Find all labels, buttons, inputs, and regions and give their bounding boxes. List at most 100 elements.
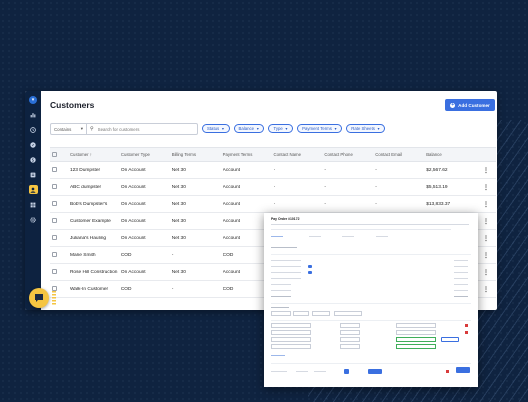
header-balance[interactable]: Balance — [426, 152, 442, 157]
kebab-menu-icon[interactable]: ⋮ — [483, 286, 490, 293]
header-contact-phone[interactable]: Contact Phone — [324, 152, 353, 157]
preview-field — [271, 323, 311, 328]
filter-status[interactable]: Status ▼ — [202, 124, 230, 133]
search-input[interactable] — [97, 126, 188, 132]
grid-icon[interactable] — [29, 200, 38, 209]
invoice-icon[interactable] — [29, 170, 38, 179]
row-checkbox[interactable] — [52, 268, 57, 274]
preview-line — [454, 290, 468, 292]
chat-button[interactable] — [29, 288, 49, 308]
add-customer-button[interactable]: + Add Customer — [445, 99, 495, 111]
cell-customer-type: On Account — [120, 218, 146, 224]
preview-field — [340, 344, 360, 349]
kebab-menu-icon[interactable]: ⋮ — [483, 252, 490, 259]
preview-button — [368, 369, 382, 374]
preview-field — [271, 337, 311, 342]
filter-label: Rate Sheets — [351, 126, 375, 131]
filter-rate-sheets[interactable]: Rate Sheets ▼ — [346, 124, 386, 133]
compass-icon[interactable] — [29, 140, 38, 149]
search-mode-select[interactable]: Contains ▾ — [51, 124, 87, 134]
cell-customer[interactable]: ABC dumpster — [69, 184, 102, 190]
preview-field — [271, 344, 311, 349]
preview-field — [334, 311, 362, 316]
chart-icon[interactable] — [29, 110, 38, 119]
row-checkbox[interactable] — [52, 166, 57, 172]
preview-field-valid — [396, 344, 436, 349]
preview-line — [271, 290, 291, 292]
table-row[interactable]: Bob's Dumpster's On Account Net 30 Account -… — [50, 196, 496, 213]
history-icon[interactable] — [29, 125, 38, 134]
cell-customer[interactable]: Juliana's Hauling — [69, 235, 107, 241]
settings-icon[interactable] — [29, 215, 38, 224]
cell-customer[interactable]: Walk-In Customer — [69, 286, 109, 292]
preview-line — [271, 260, 301, 262]
preview-submit-button — [456, 367, 470, 373]
cell-contact-email: - — [375, 184, 377, 190]
chat-drag-handle[interactable] — [52, 291, 56, 305]
preview-section-header — [271, 247, 297, 249]
user-icon[interactable] — [28, 185, 38, 194]
table-row[interactable]: ABC dumpster On Account Net 30 Account - - - $5… — [50, 179, 496, 196]
sidebar: ▾ $ — [25, 91, 41, 310]
preview-line — [271, 229, 451, 231]
logo-icon[interactable]: ▾ — [29, 96, 37, 104]
row-checkbox[interactable] — [52, 200, 57, 206]
cell-customer[interactable]: Rose Hill Construction — [69, 269, 118, 275]
filter-type[interactable]: Type ▼ — [268, 124, 294, 133]
row-checkbox[interactable] — [52, 234, 57, 240]
filter-label: Balance — [238, 126, 255, 131]
kebab-menu-icon[interactable]: ⋮ — [483, 269, 490, 276]
filter-balance[interactable]: Balance ▼ — [233, 124, 265, 133]
preview-field — [293, 311, 309, 316]
filter-label: Payment Terms — [302, 126, 332, 131]
chat-bubble-icon — [35, 294, 43, 302]
cell-customer-type: On Account — [120, 269, 146, 275]
cell-payment-terms: Account — [222, 269, 240, 275]
cell-contact-phone: - — [324, 184, 327, 190]
preview-field — [271, 311, 291, 316]
header-contact-email[interactable]: Contact Email — [375, 152, 403, 157]
cell-customer[interactable]: Customer Example — [69, 218, 111, 224]
preview-line — [454, 284, 468, 286]
dollar-icon[interactable]: $ — [29, 155, 38, 164]
cell-customer[interactable]: 123 Dumpster — [69, 167, 101, 173]
cell-balance: $13,833.37 — [426, 201, 451, 207]
preview-line — [454, 272, 468, 274]
row-checkbox[interactable] — [52, 183, 57, 189]
select-all-checkbox[interactable] — [52, 151, 57, 157]
row-checkbox[interactable] — [52, 251, 57, 257]
kebab-menu-icon[interactable]: ⋮ — [483, 167, 490, 174]
cell-customer[interactable]: Marie Smith — [69, 252, 96, 258]
preview-toggle — [308, 265, 312, 268]
filter-payment-terms[interactable]: Payment Terms ▼ — [297, 124, 343, 133]
row-select-cell — [50, 251, 70, 259]
preview-line — [454, 278, 468, 280]
kebab-menu-icon[interactable]: ⋮ — [483, 235, 490, 242]
cell-billing-terms: Net 30 — [171, 235, 186, 241]
kebab-menu-icon[interactable]: ⋮ — [483, 218, 490, 225]
kebab-menu-icon[interactable]: ⋮ — [483, 184, 490, 191]
main-content: Customers + Add Customer Contains ▾ ⚲ St… — [41, 91, 497, 310]
preview-section-header — [271, 307, 289, 309]
filter-label: Status — [207, 126, 220, 131]
preview-delete-icon — [446, 370, 449, 373]
caret-down-icon: ▼ — [376, 126, 381, 131]
row-select-cell — [50, 166, 70, 174]
header-label: Customer — [69, 152, 89, 157]
header-payment-terms[interactable]: Payment Terms — [222, 152, 253, 157]
header-billing-terms[interactable]: Billing Terms — [171, 152, 197, 157]
cell-customer-type: On Account — [120, 184, 146, 190]
cell-balance: $5,513.19 — [426, 184, 448, 190]
add-customer-label: Add Customer — [458, 102, 490, 108]
cell-customer[interactable]: Bob's Dumpster's — [69, 201, 108, 207]
row-checkbox[interactable] — [52, 217, 57, 223]
kebab-menu-icon[interactable]: ⋮ — [483, 201, 490, 208]
row-checkbox[interactable] — [52, 285, 57, 291]
select-all-cell — [50, 151, 70, 158]
cell-billing-terms: Net 30 — [171, 218, 186, 224]
header-customer[interactable]: Customer ↑ — [70, 152, 121, 157]
header-contact-name[interactable]: Contact Name — [273, 152, 301, 157]
table-row[interactable]: 123 Dumpster On Account Net 30 Account - - - $2… — [50, 162, 496, 179]
preview-field — [396, 323, 436, 328]
header-customer-type[interactable]: Customer Type — [120, 152, 150, 157]
